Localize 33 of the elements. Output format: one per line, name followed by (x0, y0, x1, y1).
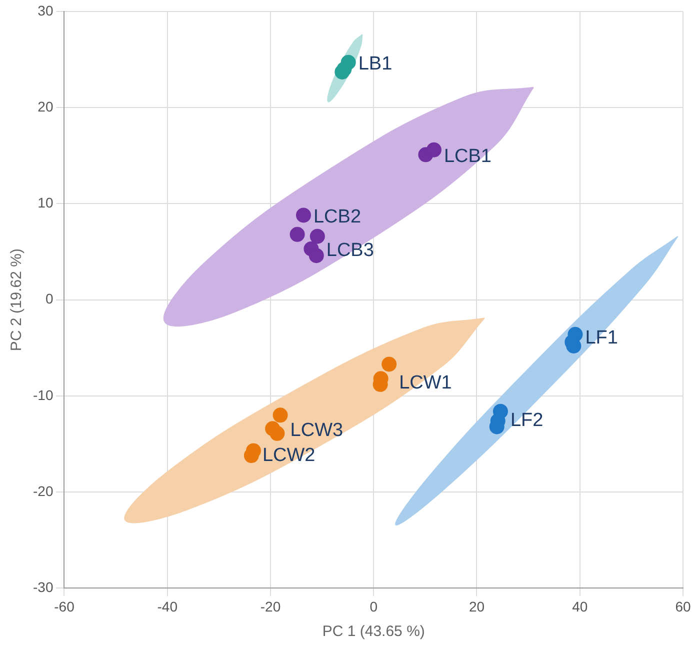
y-tick-label: -10 (33, 386, 54, 403)
annotation: LCB1 (444, 146, 492, 167)
x-tick-label: 60 (675, 598, 691, 614)
annotation: LCB2 (313, 206, 362, 228)
annotation: LB1 (358, 54, 392, 75)
y-tick-label: 20 (38, 98, 54, 114)
point (290, 226, 305, 242)
y-tick-label: -20 (33, 482, 54, 499)
annotation: LCW2 (262, 444, 316, 466)
y-axis-title: PC 2 (19.62 %) (8, 248, 26, 352)
x-tick-label: 0 (370, 598, 378, 614)
point (272, 408, 288, 423)
point (296, 208, 311, 223)
point (308, 248, 324, 264)
annotation: LCW1 (399, 372, 452, 394)
point (382, 356, 397, 372)
x-tick-label: 20 (468, 598, 485, 614)
x-axis-title: PC 1 (43.65 %) (322, 623, 425, 640)
annotation: LF1 (585, 328, 618, 349)
point (310, 228, 325, 244)
y-tick-label: 10 (38, 194, 54, 211)
point (426, 142, 442, 158)
x-tick-label: -60 (54, 598, 75, 614)
annotation: LCW3 (290, 420, 344, 441)
x-tick-label: -40 (157, 598, 178, 614)
y-tick-label: 0 (45, 290, 54, 307)
x-tick-label: -20 (260, 598, 281, 614)
annotation: LF2 (510, 410, 544, 432)
y-tick-label: -30 (33, 579, 54, 596)
annotation: LCB3 (326, 240, 374, 262)
y-tick-label: 30 (38, 2, 54, 18)
point (270, 426, 285, 441)
x-tick-label: 40 (572, 598, 588, 614)
